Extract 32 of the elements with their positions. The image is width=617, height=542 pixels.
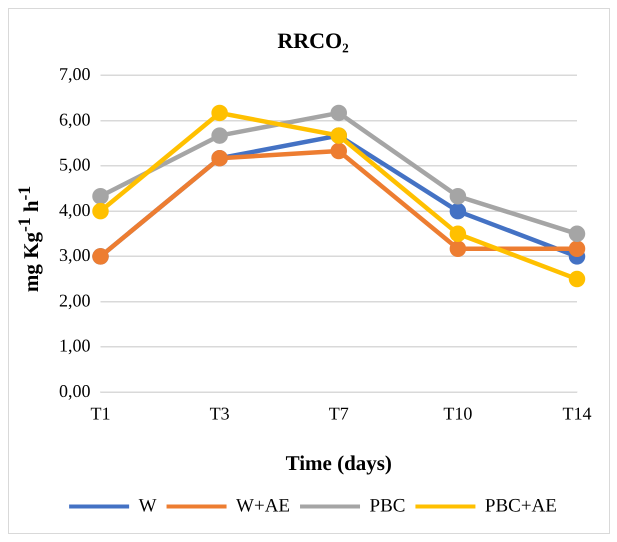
y-tick-label: 2,00 — [59, 290, 90, 310]
legend-label: PBC+AE — [484, 495, 557, 516]
y-tick-label: 6,00 — [59, 109, 90, 130]
chart-title: RRCO₂ — [277, 28, 350, 53]
point — [211, 127, 228, 144]
legend-label: W+AE — [236, 495, 290, 516]
x-tick-label: T3 — [210, 404, 230, 424]
point — [450, 188, 466, 204]
point — [330, 104, 347, 122]
point — [92, 202, 109, 220]
y-tick-label: 5,00 — [59, 154, 90, 175]
point — [568, 270, 586, 288]
y-tick-label: 3,00 — [59, 245, 90, 266]
point — [450, 240, 466, 257]
point — [450, 202, 466, 220]
point — [211, 104, 228, 122]
y-tick-label: 7,00 — [59, 64, 90, 84]
x-axis-title: Time (days) — [286, 450, 392, 475]
point — [92, 188, 109, 204]
legend-label: PBC — [370, 495, 406, 516]
legend-label: W — [138, 495, 157, 516]
y-tick-label: 4,00 — [59, 200, 90, 220]
point — [568, 240, 586, 257]
point — [568, 226, 586, 242]
x-tick-label: T1 — [90, 404, 110, 424]
point — [330, 142, 347, 160]
x-tick-label: T7 — [328, 404, 349, 424]
x-tick-label: T14 — [562, 404, 592, 424]
y-tick-label: 0,00 — [59, 380, 90, 401]
y-tick-label: 1,00 — [59, 336, 90, 356]
point — [450, 226, 466, 242]
x-tick-label: T10 — [443, 404, 472, 424]
